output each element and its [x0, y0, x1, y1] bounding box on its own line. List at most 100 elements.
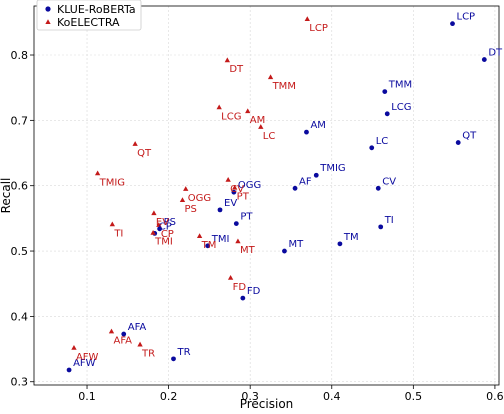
x-tick-label: 0.5: [405, 390, 423, 403]
roberta-tmig-label: TMIG: [319, 163, 345, 174]
legend-label-koelectra: KoELECTRA: [57, 16, 120, 29]
roberta-tm-point: [337, 241, 343, 247]
roberta-lcp-point: [450, 21, 455, 27]
koelectra-ogg-point: [183, 186, 189, 191]
koelectra-ps-point: [179, 197, 186, 203]
koelectra-ti-label: TI: [113, 228, 123, 239]
x-axis-label: Precision: [240, 397, 294, 411]
koelectra-ev-label: EV: [156, 217, 169, 228]
roberta-afa-point: [121, 331, 127, 337]
koelectra-mt-point: [235, 238, 241, 244]
roberta-ev-point: [217, 207, 223, 213]
roberta-lcg-point: [384, 111, 390, 117]
roberta-ogg-point: [231, 189, 237, 195]
roberta-af-label: AF: [299, 176, 312, 187]
legend-box: [36, 0, 142, 31]
roberta-af-point: [292, 185, 298, 191]
y-tick-label: 0.8: [11, 49, 29, 62]
koelectra-cp-point: [156, 222, 162, 227]
roberta-ogg-label: OGG: [238, 180, 261, 191]
roberta-fd-point: [240, 295, 246, 301]
roberta-tmi-label: TMI: [211, 234, 230, 245]
x-tick-label: 0.2: [160, 390, 178, 403]
roberta-afw-point: [66, 367, 72, 373]
roberta-tr-point: [171, 356, 176, 362]
roberta-lc-label: LC: [376, 136, 389, 147]
roberta-lc-point: [369, 145, 375, 151]
koelectra-tm-label: TM: [201, 240, 217, 251]
roberta-mt-label: MT: [288, 239, 304, 250]
koelectra-cp-label: CP: [161, 229, 174, 240]
koelectra-lc-point: [258, 124, 264, 129]
data-points: [66, 16, 487, 373]
roberta-qt-point: [455, 140, 461, 145]
koelectra-lcp-label: LCP: [309, 23, 328, 34]
koelectra-mt-label: MT: [240, 245, 256, 256]
koelectra-fd-label: FD: [233, 282, 247, 293]
koelectra-am-label: AM: [250, 115, 265, 126]
roberta-pt-point: [233, 221, 239, 226]
roberta-ti-point: [378, 224, 384, 230]
koelectra-tm-point: [196, 233, 203, 238]
koelectra-tmm-label: TMM: [272, 81, 296, 92]
koelectra-afa-point: [108, 328, 115, 334]
roberta-mt-point: [282, 248, 287, 254]
koelectra-ev-point: [151, 210, 157, 216]
koelectra-tmi-label: TMI: [154, 237, 173, 248]
koelectra-pt-label: PT: [237, 192, 250, 203]
legend-marker-klue-roberta: [45, 6, 51, 12]
koelectra-afa-label: AFA: [114, 335, 133, 346]
roberta-dt-label: DT: [488, 48, 503, 59]
koelectra-fd-point: [227, 275, 234, 280]
roberta-qt-label: QT: [462, 131, 477, 142]
roberta-pt-label: PT: [240, 212, 253, 223]
roberta-afa-label: AFA: [128, 322, 147, 333]
roberta-cp-label: CP: [159, 221, 172, 232]
koelectra-pt-point: [232, 184, 238, 190]
roberta-tmi-point: [205, 243, 211, 249]
koelectra-tr-label: TR: [141, 348, 155, 359]
grid: [34, 6, 499, 385]
x-tick-label: 0.1: [78, 390, 96, 403]
roberta-am-point: [304, 129, 309, 135]
roberta-dt-point: [481, 57, 487, 62]
koelectra-tr-point: [137, 341, 143, 347]
y-tick-label: 0.7: [11, 114, 29, 127]
koelectra-ps-label: PS: [184, 204, 196, 215]
roberta-ev-label: EV: [224, 198, 237, 209]
roberta-ps-label: PS: [164, 217, 176, 228]
roberta-lcg-label: LCG: [391, 102, 411, 113]
koelectra-lcp-point: [304, 16, 310, 22]
x-tick-label: 0.6: [486, 390, 504, 403]
roberta-tm-label: TM: [343, 232, 359, 243]
koelectra-dt-point: [224, 57, 231, 63]
y-axis-label: Recall: [0, 178, 13, 214]
roberta-fd-label: FD: [247, 286, 261, 297]
roberta-tr-label: TR: [177, 347, 191, 358]
roberta-afw-label: AFW: [73, 358, 96, 369]
roberta-tmig-point: [313, 172, 319, 178]
legend-marker-koelectra: [45, 19, 51, 24]
koelectra-qt-label: QT: [137, 148, 152, 159]
koelectra-lcg-label: LCG: [221, 111, 241, 122]
roberta-ps-point: [157, 226, 163, 232]
koelectra-afw-point: [71, 344, 77, 350]
y-tick-label: 0.6: [11, 180, 29, 193]
koelectra-lc-label: LC: [263, 131, 276, 142]
roberta-tmm-label: TMM: [388, 80, 412, 91]
x-tick-label: 0.4: [323, 390, 341, 403]
x-tick-label: 0.3: [241, 390, 259, 403]
koelectra-afw-label: AFW: [76, 352, 99, 363]
koelectra-qt-point: [132, 141, 138, 146]
y-tick-label: 0.4: [11, 310, 29, 323]
legend-label-klue-roberta: KLUE-RoBERTa: [57, 3, 136, 16]
y-tick-label: 0.3: [11, 376, 29, 389]
koelectra-ti-point: [109, 221, 115, 227]
koelectra-tmig-label: TMIG: [99, 177, 125, 188]
koelectra-cv-label: CV: [230, 184, 244, 195]
roberta-cv-label: CV: [382, 176, 396, 187]
koelectra-tmm-point: [267, 74, 274, 80]
koelectra-lcg-point: [216, 104, 222, 110]
koelectra-ogg-label: OGG: [188, 193, 211, 204]
